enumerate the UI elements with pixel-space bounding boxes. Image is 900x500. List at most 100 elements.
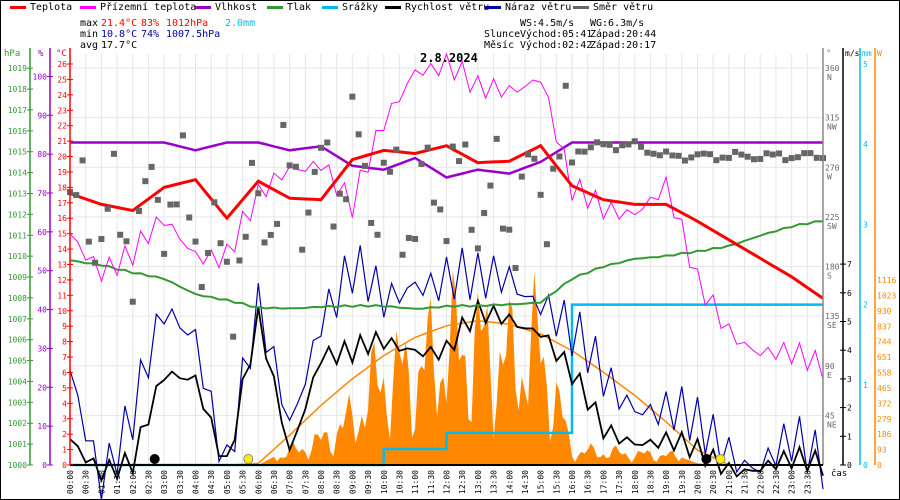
time-tick-label: 06:00 <box>254 470 263 494</box>
humidity-tick-label: 100 <box>33 72 48 81</box>
solar-tick-label: 837 <box>877 322 892 331</box>
wind-direction-point <box>531 155 538 162</box>
wind-tick-label: 2 <box>847 404 852 413</box>
wind-direction-point <box>211 199 218 206</box>
legend-label: Vlhkost <box>215 2 258 13</box>
legend-item: Vlhkost <box>195 2 257 13</box>
stat-max-rain: 2.0mm <box>225 18 256 29</box>
direction-tick-label: 225 <box>825 213 840 222</box>
wind-direction-point <box>688 154 695 161</box>
wind-direction-point <box>594 139 601 146</box>
direction-tick-label: 135 <box>825 312 840 321</box>
wind-direction-point <box>230 333 237 340</box>
wind-direction-point <box>719 154 726 161</box>
time-tick-label: 03:00 <box>160 470 169 494</box>
rain-tick-label: 2 <box>863 301 868 310</box>
wind-direction-point <box>788 155 795 162</box>
wind-direction-point <box>430 199 437 206</box>
pressure-tick-label: 1003 <box>8 398 27 407</box>
wind-direction-point <box>543 241 550 248</box>
wind-direction-point <box>223 258 230 265</box>
wind-direction-point <box>481 210 488 217</box>
stat-min-press: 1007.5hPa <box>166 29 221 40</box>
pressure-tick-label: 1010 <box>8 252 27 261</box>
time-tick-label: 22:00 <box>756 470 765 494</box>
pressure-tick-label: 1016 <box>8 127 27 136</box>
rain-tick-label: 5 <box>863 60 868 69</box>
wind-direction-point <box>110 150 117 157</box>
solar-radiation-area <box>70 270 823 465</box>
wind-direction-point <box>349 93 356 100</box>
pressure-tick-label: 1018 <box>8 85 27 94</box>
time-tick-label: 12:00 <box>443 470 452 494</box>
stat-min-temp: 10.8°C <box>101 29 138 40</box>
time-tick-label: 01:30 <box>113 470 122 494</box>
direction-name-label: NE <box>827 420 837 429</box>
time-tick-label: 02:00 <box>129 470 138 494</box>
time-tick-label: 13:00 <box>474 470 483 494</box>
stat-max-press: 1012hPa <box>166 18 209 29</box>
stat-max-temp: 21.4°C <box>101 18 138 29</box>
stat-moon-label: Měsíc <box>484 40 515 51</box>
wind-direction-point <box>361 162 368 169</box>
wind-direction-point <box>123 238 130 245</box>
time-tick-label: 20:00 <box>694 470 703 494</box>
wind-direction-point <box>606 141 613 148</box>
legend-swatch <box>573 5 589 9</box>
stat-min-hum: 74% <box>141 29 160 40</box>
wind-direction-point <box>261 239 268 246</box>
wind-direction-point <box>267 231 274 238</box>
temperature-tick-label: 21 <box>57 137 67 146</box>
direction-name-label: SW <box>827 222 837 231</box>
wind-direction-point <box>757 155 764 162</box>
direction-tick-label: 45 <box>825 411 835 420</box>
temperature-tick-label: 13 <box>57 261 67 270</box>
wind-direction-point <box>499 225 506 232</box>
legend-item: Směr větru <box>573 2 653 13</box>
stat-sun-label: Slunce <box>484 29 521 40</box>
stat-avg-label: avg <box>80 40 99 51</box>
pressure-unit: hPa <box>4 49 20 59</box>
solar-tick-label: 93 <box>877 446 887 455</box>
temperature-tick-label: 25 <box>57 75 67 84</box>
wind-direction-point <box>248 159 255 166</box>
sun-rise-marker <box>243 454 254 464</box>
legend-swatch <box>322 5 338 9</box>
wind-direction-point <box>336 190 343 197</box>
wind-direction-point <box>681 157 688 164</box>
wind-direction-point <box>776 150 783 157</box>
wind-direction-point <box>612 147 619 154</box>
pressure-tick-label: 1006 <box>8 336 27 345</box>
wind-direction-point <box>179 132 186 139</box>
legend-label: Přízemní teplota <box>100 2 197 13</box>
time-tick-label: 14:30 <box>521 470 530 494</box>
wind-direction-point <box>769 151 776 158</box>
humidity-tick-label: 50 <box>37 267 47 276</box>
time-tick-label: 17:30 <box>615 470 624 494</box>
solar-tick-label: 558 <box>877 369 892 378</box>
wind-tick-label: 7 <box>847 260 852 269</box>
wind-direction-point <box>424 144 431 151</box>
stat-max-label: max <box>80 18 99 29</box>
humidity-tick-label: 90 <box>37 111 47 120</box>
wind-direction-point <box>750 156 757 163</box>
time-tick-label: 11:30 <box>427 470 436 494</box>
rain-tick-label: 3 <box>863 220 868 229</box>
wind-gust-line <box>69 245 824 500</box>
pressure-tick-label: 1019 <box>8 64 27 73</box>
wind-direction-point <box>462 141 469 148</box>
time-tick-label: 11:00 <box>411 470 420 494</box>
pressure-tick-label: 1001 <box>8 440 27 449</box>
wind-tick-label: 6 <box>847 289 852 298</box>
pressure-tick-label: 1004 <box>8 377 27 386</box>
solar-tick-label: 744 <box>877 338 892 347</box>
direction-name-label: NW <box>827 123 837 132</box>
wind-direction-point <box>374 231 381 238</box>
direction-name-label: S <box>827 272 832 281</box>
wind-direction-point <box>650 150 657 157</box>
wind-direction-point <box>173 201 180 208</box>
wind-direction-point <box>456 158 463 165</box>
time-tick-label: 09:30 <box>364 470 373 494</box>
wind-direction-point <box>675 152 682 159</box>
wind-direction-point <box>619 142 626 149</box>
